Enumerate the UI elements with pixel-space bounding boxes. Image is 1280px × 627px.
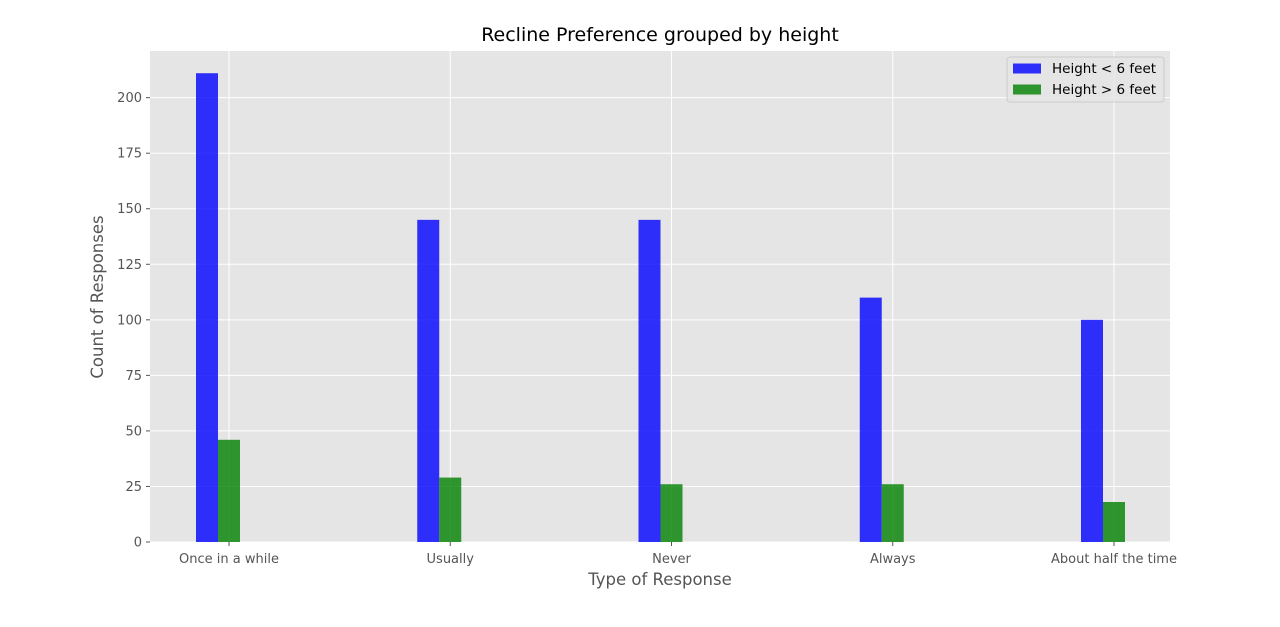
y-tick-label: 0	[134, 536, 142, 551]
chart-title: Recline Preference grouped by height	[481, 24, 839, 46]
y-tick-label: 75	[125, 369, 142, 384]
y-axis-label: Count of Responses	[88, 215, 107, 378]
x-tick-label: Always	[870, 552, 916, 567]
legend-label: Height < 6 feet	[1052, 61, 1156, 77]
bar-series-1	[859, 297, 882, 542]
bar-series-2	[1103, 502, 1125, 542]
y-tick-label: 175	[117, 147, 142, 162]
y-tick-label: 150	[117, 202, 142, 217]
y-tick-label: 50	[125, 424, 142, 439]
y-tick-label: 100	[117, 313, 142, 328]
x-tick-label: About half the time	[1051, 552, 1177, 567]
legend-label: Height > 6 feet	[1052, 82, 1156, 98]
legend-swatch	[1013, 63, 1041, 74]
bar-series-2	[881, 484, 904, 542]
legend: Height < 6 feet Height > 6 feet	[1006, 56, 1165, 103]
legend-swatch	[1013, 84, 1041, 95]
x-tick-label: Once in a while	[179, 552, 279, 567]
bar-series-1	[638, 219, 661, 542]
bar-series-2	[439, 477, 462, 542]
bar-series-2	[218, 439, 240, 542]
y-axis-ticks: 0 25 50 75 100 125 150 175 200	[117, 91, 150, 551]
legend-box	[1006, 56, 1165, 103]
bar-series-2	[660, 484, 683, 542]
bars-group	[196, 73, 1125, 542]
x-tick-label: Never	[652, 552, 691, 567]
x-tick-label: Usually	[427, 552, 475, 567]
y-tick-label: 200	[117, 91, 142, 106]
bar-series-1	[196, 73, 218, 542]
x-axis-label: Type of Response	[587, 570, 732, 589]
y-tick-label: 125	[117, 258, 142, 273]
y-tick-label: 25	[125, 480, 142, 495]
bar-series-1	[417, 219, 440, 542]
bar-series-1	[1081, 319, 1103, 542]
x-axis-ticks: Once in a while Usually Never Always About h…	[179, 542, 1177, 567]
